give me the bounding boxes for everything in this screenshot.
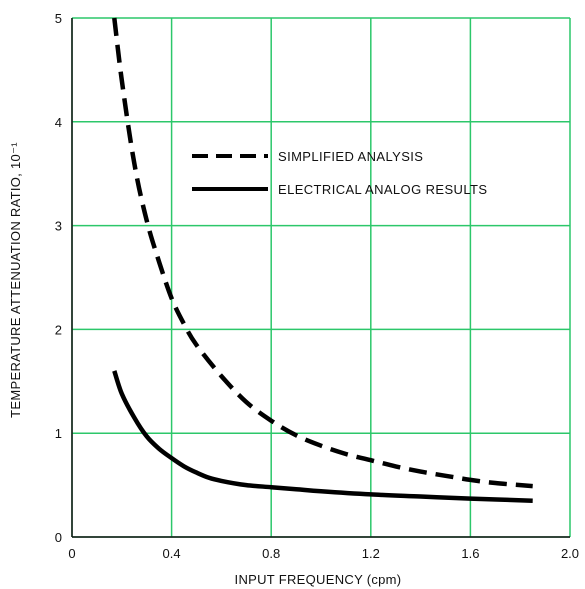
y-tick-label: 3 — [55, 219, 62, 234]
x-tick-label: 1.2 — [362, 546, 380, 561]
x-tick-label: 0.4 — [163, 546, 181, 561]
y-tick-label: 1 — [55, 426, 62, 441]
y-tick-label: 5 — [55, 11, 62, 26]
x-tick-label: 2.0 — [561, 546, 579, 561]
series-line-simplified-analysis — [112, 17, 533, 489]
y-axis-ticks: 0 1 2 3 4 5 — [55, 11, 62, 545]
y-tick-label: 4 — [55, 115, 62, 130]
plot-frame — [71, 18, 570, 538]
y-tick-label: 2 — [55, 322, 62, 337]
x-tick-label: 1.6 — [461, 546, 479, 561]
series-layer — [112, 17, 533, 503]
x-tick-label: 0.8 — [262, 546, 280, 561]
legend-label-electrical-analog-results: ELECTRICAL ANALOG RESULTS — [278, 182, 487, 197]
series-line-electrical-analog-results — [112, 370, 533, 503]
y-tick-label: 0 — [55, 530, 62, 545]
legend-label-simplified-analysis: SIMPLIFIED ANALYSIS — [278, 149, 423, 164]
legend: SIMPLIFIED ANALYSIS ELECTRICAL ANALOG RE… — [192, 149, 487, 197]
x-axis-label: INPUT FREQUENCY (cpm) — [235, 572, 402, 587]
y-axis-label: TEMPERATURE ATTENUATION RATIO, 10⁻¹ — [8, 142, 23, 418]
x-axis-ticks: 0 0.4 0.8 1.2 1.6 2.0 — [68, 546, 579, 561]
x-tick-label: 0 — [68, 546, 75, 561]
grid-lines — [71, 17, 571, 538]
